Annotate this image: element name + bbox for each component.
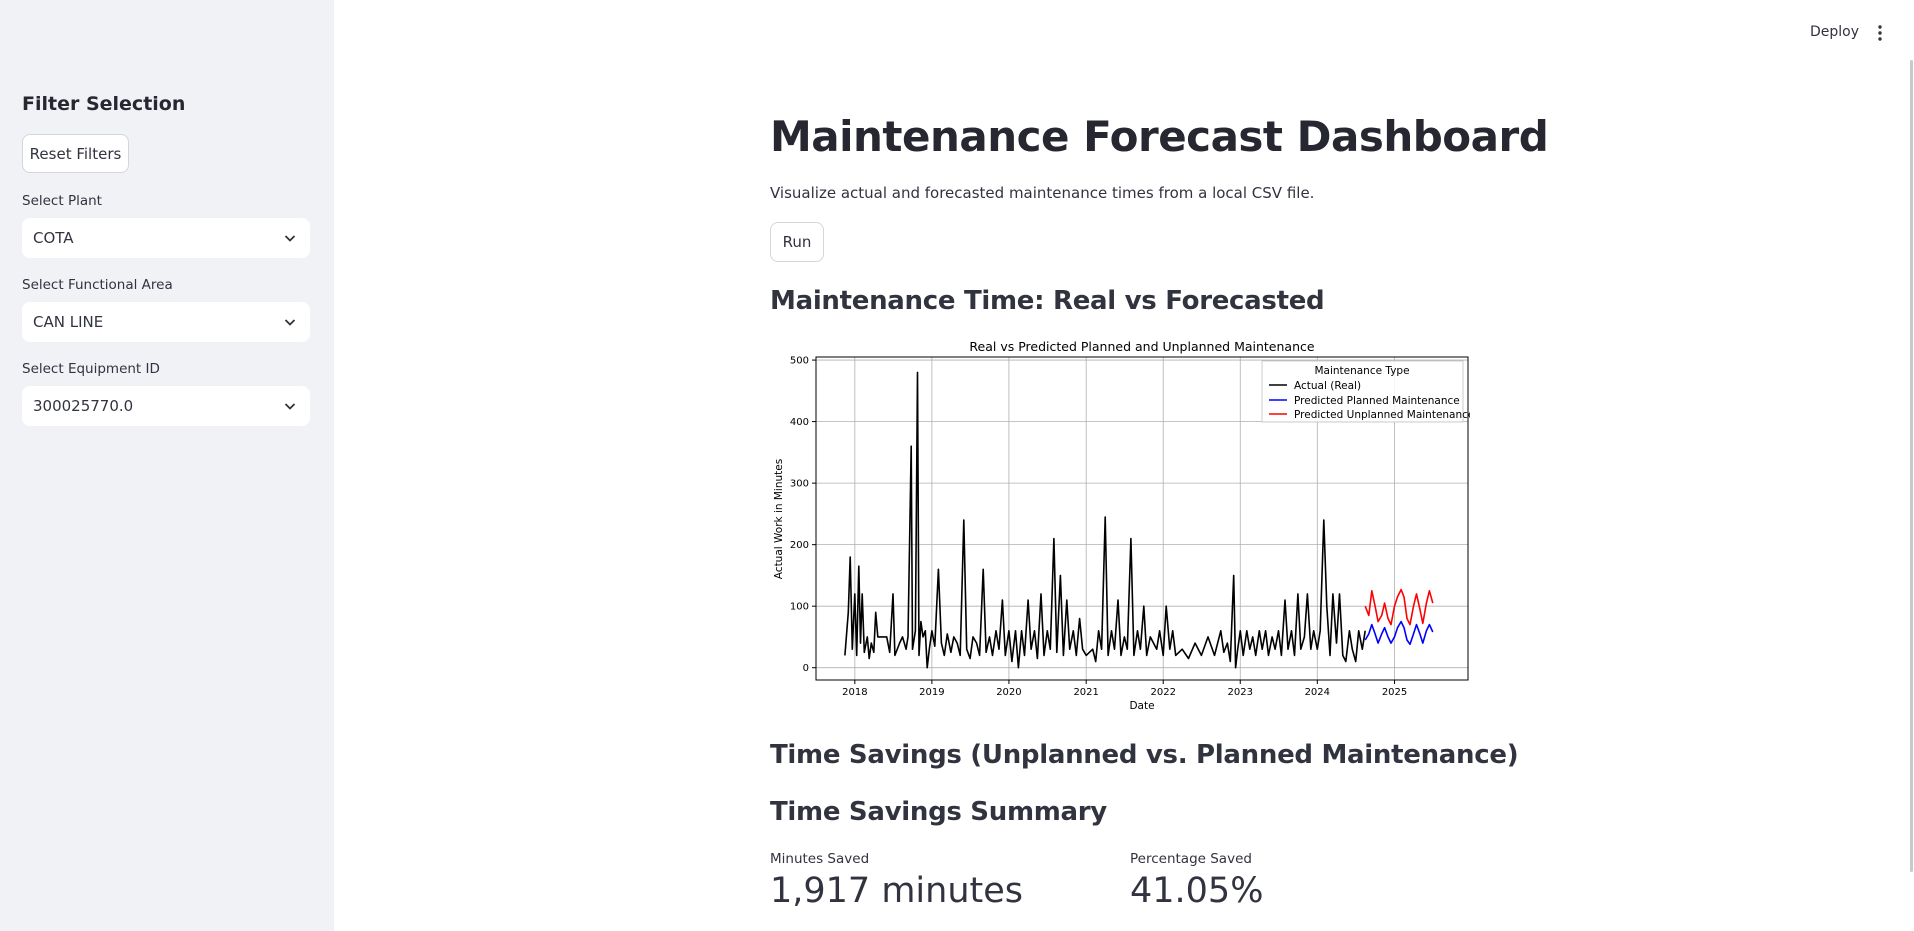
x-tick-label: 2025	[1382, 687, 1407, 698]
page-title: Maintenance Forecast Dashboard	[770, 112, 1549, 161]
sidebar-title: Filter Selection	[22, 93, 186, 115]
scrollbar[interactable]	[1910, 60, 1913, 872]
vertical-ellipsis-icon[interactable]	[1874, 24, 1886, 42]
y-tick-label: 100	[790, 602, 809, 613]
legend-item-actual: Actual (Real)	[1294, 380, 1361, 392]
series-line-1	[1364, 620, 1434, 646]
functional-area-select-label: Select Functional Area	[22, 277, 173, 293]
functional-area-select-value: CAN LINE	[33, 313, 104, 331]
chevron-down-icon	[284, 403, 296, 410]
x-tick-label: 2022	[1150, 687, 1175, 698]
plant-select-value: COTA	[33, 229, 74, 247]
plant-select[interactable]: COTA	[22, 218, 310, 258]
plant-select-label: Select Plant	[22, 193, 102, 209]
chart-x-axis-label: Date	[1129, 700, 1154, 712]
y-tick-label: 200	[790, 540, 809, 551]
chevron-down-icon	[284, 235, 296, 242]
metric-minutes-saved-label: Minutes Saved	[770, 851, 870, 867]
y-tick-label: 300	[790, 479, 809, 490]
maintenance-line-chart: Real vs Predicted Planned and Unplanned …	[773, 339, 1470, 712]
x-tick-label: 2024	[1305, 687, 1330, 698]
sidebar: Filter Selection Reset Filters Select Pl…	[0, 0, 334, 931]
legend-title: Maintenance Type	[1314, 365, 1409, 377]
time-savings-title: Time Savings (Unplanned vs. Planned Main…	[770, 740, 1519, 770]
chart-y-axis-label: Actual Work in Minutes	[773, 459, 785, 579]
run-button[interactable]: Run	[770, 222, 824, 262]
metric-minutes-saved-value: 1,917 minutes	[770, 871, 1023, 911]
metric-percentage-saved-label: Percentage Saved	[1130, 851, 1252, 867]
chart-title: Real vs Predicted Planned and Unplanned …	[969, 339, 1314, 354]
chart-section-title: Maintenance Time: Real vs Forecasted	[770, 286, 1325, 316]
equipment-select-value: 300025770.0	[33, 397, 134, 415]
chevron-down-icon	[284, 319, 296, 326]
equipment-select[interactable]: 300025770.0	[22, 386, 310, 426]
series-line-2	[1364, 588, 1434, 626]
legend-item-unplanned: Predicted Unplanned Maintenance	[1294, 409, 1470, 421]
metric-percentage-saved-value: 41.05%	[1130, 871, 1264, 911]
deploy-button[interactable]: Deploy	[1810, 24, 1860, 40]
x-tick-label: 2019	[919, 687, 944, 698]
equipment-select-label: Select Equipment ID	[22, 361, 160, 377]
functional-area-select[interactable]: CAN LINE	[22, 302, 310, 342]
chart-legend: Maintenance Type Actual (Real) Predicted…	[1261, 360, 1470, 423]
y-tick-label: 500	[790, 356, 809, 367]
y-tick-label: 0	[803, 663, 809, 674]
x-tick-label: 2018	[842, 687, 867, 698]
legend-item-planned: Predicted Planned Maintenance	[1294, 395, 1460, 407]
plot-area-frame	[815, 356, 1469, 681]
x-tick-label: 2021	[1073, 687, 1098, 698]
x-tick-label: 2023	[1228, 687, 1253, 698]
y-tick-label: 400	[790, 417, 809, 428]
x-tick-label: 2020	[996, 687, 1021, 698]
page-description: Visualize actual and forecasted maintena…	[770, 184, 1315, 202]
series-line-0	[844, 371, 1366, 669]
time-savings-summary-title: Time Savings Summary	[770, 797, 1107, 827]
reset-filters-button[interactable]: Reset Filters	[22, 134, 129, 173]
